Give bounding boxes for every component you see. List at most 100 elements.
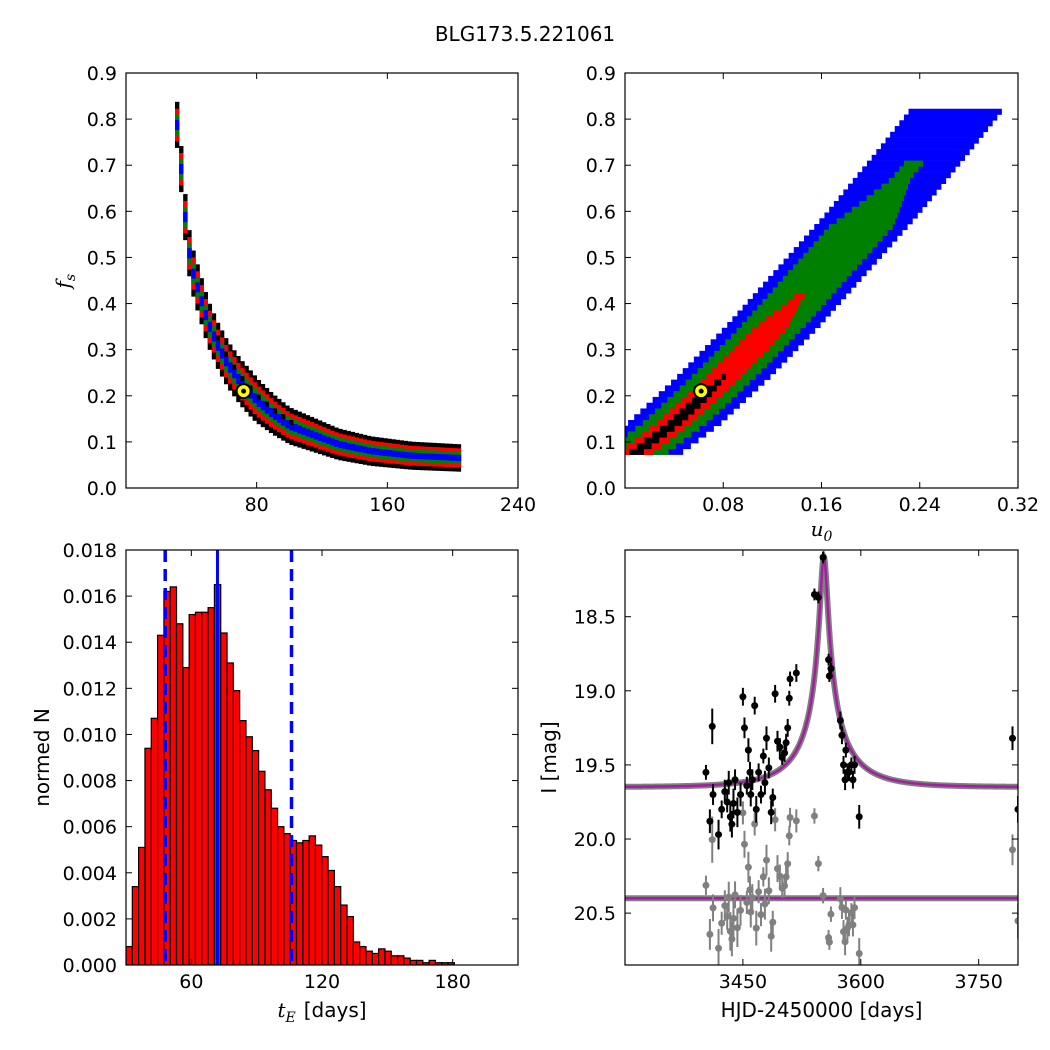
data-point: [737, 791, 745, 799]
heatmap-cell: [706, 385, 717, 392]
residual-point: [786, 813, 794, 821]
residual-point: [748, 894, 756, 902]
heatmap-cell: [629, 448, 644, 455]
br-xtick-label: 3600: [837, 971, 885, 993]
bl-ytick-label: 0.012: [63, 678, 117, 700]
heatmap-cell: [191, 268, 196, 279]
heatmap-cell: [712, 368, 747, 375]
data-point: [827, 665, 835, 673]
heatmap-cell: [175, 119, 180, 130]
data-point: [744, 746, 752, 754]
data-point: [819, 553, 827, 561]
heatmap-cell: [788, 270, 852, 277]
data-point: [836, 716, 844, 724]
bl-xlabel-main: t: [277, 998, 286, 1022]
histogram-bar: [396, 955, 405, 965]
heatmap-cell: [354, 444, 360, 452]
tl-xtick-label: 80: [245, 494, 269, 516]
heatmap-cell: [268, 407, 274, 418]
heatmap-cell: [281, 414, 286, 420]
residual-point: [810, 812, 818, 820]
heatmap-cell: [313, 431, 319, 440]
heatmap-cell: [293, 424, 298, 433]
residual-point: [759, 873, 767, 881]
data-point: [718, 805, 726, 813]
histogram-bar: [314, 844, 323, 965]
tl-ytick-label: 0.9: [87, 63, 117, 85]
heatmap-cell: [338, 441, 343, 449]
histogram-bar: [346, 915, 354, 965]
histogram-bar: [283, 832, 291, 965]
histogram-bar: [126, 945, 133, 965]
heatmap-cell: [782, 275, 847, 282]
data-point: [765, 764, 773, 772]
data-point: [855, 813, 863, 821]
residual-point: [792, 817, 800, 825]
heatmap-cell: [908, 108, 1002, 115]
tl-ylabel: fs: [51, 274, 79, 291]
heatmap-cell: [876, 149, 970, 156]
residual-point: [842, 906, 850, 914]
br-ytick-label: 18.5: [574, 607, 616, 629]
tl-ytick-label: 0.0: [87, 478, 117, 500]
tl-ylabel-sub: s: [63, 274, 79, 281]
heatmap-cell: [766, 316, 792, 323]
residual-point: [729, 914, 737, 922]
heatmap-cell: [219, 348, 225, 359]
residual-point: [1014, 917, 1018, 925]
residual-point: [752, 924, 760, 932]
residual-point: [725, 893, 733, 901]
panel-fs-vs-u0: 0.08 0.16 0.24 0.32 0.0 0.1 0.2 0.3 0.4 0.5 0.6 0.7…: [586, 63, 1039, 545]
heatmap-cell: [350, 443, 355, 451]
heatmap-cell: [781, 304, 798, 311]
heatmap-cell: [904, 160, 924, 167]
heatmap-cell: [836, 218, 896, 225]
histogram-bar: [245, 736, 253, 965]
br-xtick-label: 3750: [955, 971, 1003, 993]
tl-xtick-label: 240: [500, 494, 536, 516]
residual-point: [784, 860, 792, 868]
tr-ytick-label: 0.4: [586, 294, 616, 316]
residual-point: [731, 891, 739, 899]
data-point: [757, 791, 765, 799]
heatmap-cell: [773, 310, 795, 317]
residual-point: [825, 938, 833, 946]
model-curves: [625, 550, 1018, 902]
heatmap-cell: [851, 206, 900, 213]
heatmap-cell: [215, 335, 220, 341]
tr-ytick-label: 0.9: [586, 63, 616, 85]
heatmap-cell: [236, 373, 241, 385]
residual-point: [733, 924, 741, 932]
heatmap-cell: [734, 345, 769, 352]
histogram-bar: [403, 957, 411, 965]
histogram-bar: [295, 842, 304, 965]
br-ytick-label: 19.5: [574, 755, 616, 777]
heatmap-cell: [428, 453, 433, 460]
histogram-bar: [415, 959, 424, 965]
residual-point: [743, 898, 751, 906]
heatmap-cell: [187, 248, 192, 259]
histogram-bar: [365, 950, 373, 965]
residual-point: [765, 887, 773, 895]
data-point: [784, 724, 792, 732]
residual-point: [739, 809, 747, 817]
heatmap-cell: [452, 454, 458, 461]
data-point: [752, 805, 760, 813]
heatmap-cell: [224, 356, 229, 367]
heatmap-cell: [334, 439, 339, 447]
heatmap-cell: [379, 449, 384, 456]
figure-title: BLG173.5.221061: [435, 22, 615, 46]
data-point: [849, 776, 857, 784]
residual-point: [776, 872, 784, 880]
best-fit-marker-center: [698, 388, 704, 394]
heatmap-cell: [366, 447, 372, 454]
tr-axes-frame: [624, 72, 1019, 489]
data-point: [814, 593, 822, 601]
heatmap-cell: [371, 448, 376, 455]
heatmap-cell: [281, 417, 286, 426]
heatmap-cell: [183, 212, 188, 223]
bl-xtick-label: 180: [435, 971, 471, 993]
histogram-bar: [258, 770, 266, 965]
residual-point: [744, 863, 752, 871]
